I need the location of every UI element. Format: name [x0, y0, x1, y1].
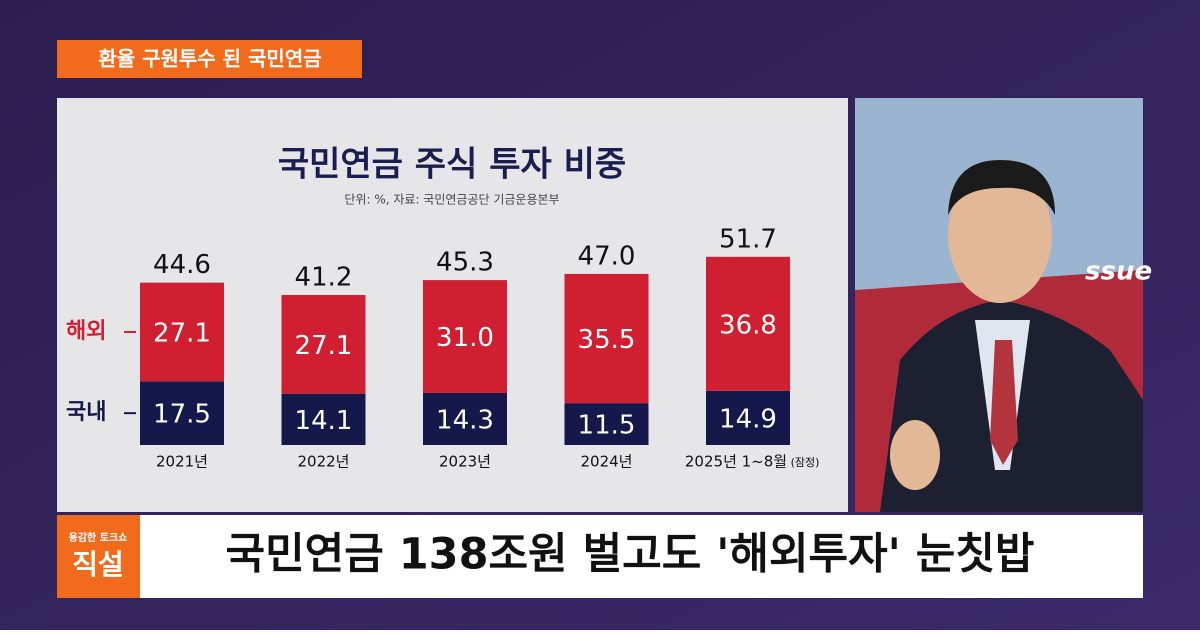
segment-label: 36.8: [719, 310, 777, 340]
backdrop-text: ssue: [1085, 257, 1152, 287]
segment-label: 14.3: [436, 405, 494, 435]
total-label: 47.0: [578, 241, 636, 271]
segment-label: 11.5: [578, 411, 636, 441]
x-tick-label: 2023년: [439, 453, 491, 471]
bar-segment: [706, 390, 790, 445]
bar-segment: [564, 273, 649, 404]
bar-segment: [423, 392, 507, 445]
segment-label: 14.1: [295, 406, 353, 436]
person-hand: [890, 420, 940, 490]
person-tie: [990, 340, 1018, 465]
x-tick-label: 2024년: [581, 453, 633, 471]
banner: 환율 구원투수 된 국민연금: [98, 47, 321, 71]
total-label: 51.7: [719, 224, 777, 254]
total-label: 45.3: [436, 248, 494, 278]
bar-segment: [564, 403, 649, 445]
x-tick-label: 2025년 1~8월: [685, 453, 787, 471]
bar-segment: [706, 256, 790, 391]
category-note: (잠정): [791, 456, 820, 469]
bar-segment: [281, 295, 366, 394]
logo-big: 직설: [72, 548, 124, 581]
bar-segment: [140, 282, 224, 382]
person-hair: [948, 160, 1055, 215]
segment-label: 14.9: [719, 404, 777, 434]
logo-box: [57, 515, 140, 598]
person-head: [948, 167, 1052, 303]
segment-label: 27.1: [153, 318, 211, 348]
segment-label: 27.1: [295, 331, 353, 361]
bar-segment: [140, 381, 224, 445]
segment-label: 31.0: [436, 323, 494, 353]
bar-segment: [423, 280, 507, 393]
total-label: 44.6: [153, 250, 211, 280]
video-panel: ssue: [855, 98, 1152, 512]
bar-segment: [281, 393, 366, 445]
x-tick-label: 2021년: [156, 453, 208, 471]
banner-box: [57, 40, 362, 78]
chart-title: 국민연금 주식 투자 비중: [278, 145, 626, 185]
logo-small: 용감한 토크쇼: [69, 532, 128, 544]
legend-label: 국내: [66, 400, 106, 425]
legend-label: 해외: [66, 319, 106, 344]
headline: 국민연금 138조원 벌고도 '해외투자' 눈칫밥: [226, 530, 1035, 580]
headline-bar: [57, 515, 1143, 598]
total-label: 41.2: [295, 263, 353, 293]
chart-subtitle: 단위: %, 자료: 국민연금공단 기금운용본부: [344, 193, 559, 207]
segment-label: 17.5: [153, 400, 211, 430]
x-tick-label: 2022년: [298, 453, 350, 471]
segment-label: 35.5: [578, 325, 636, 355]
